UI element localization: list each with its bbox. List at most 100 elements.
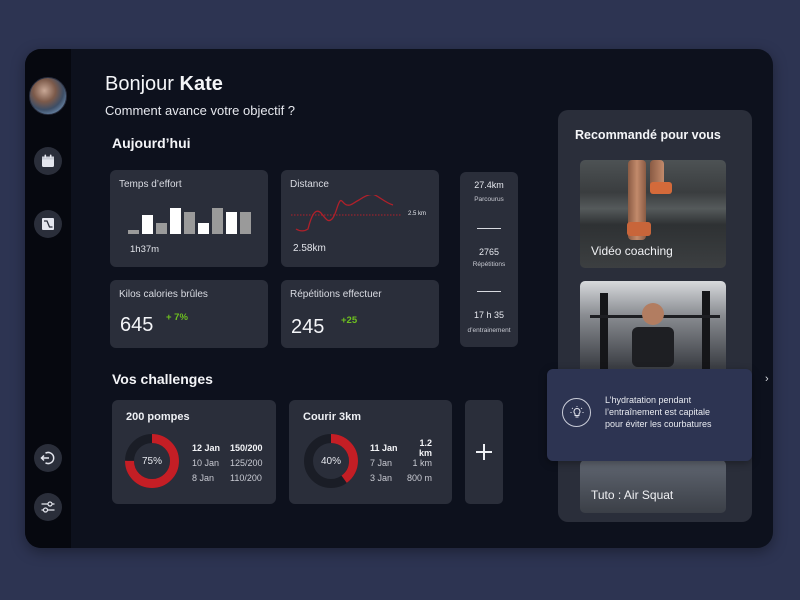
challenge-progress-donut: 40%	[303, 433, 359, 489]
effort-bar	[240, 212, 251, 234]
summary-distance-value: 27.4km	[474, 180, 504, 190]
challenge-history: 11 Jan 1.2 km 7 Jan 1 km 3 Jan 800 m	[370, 437, 432, 485]
history-date: 8 Jan	[192, 472, 215, 483]
challenge-percent: 40%	[320, 455, 341, 467]
challenge-history: 12 Jan 150/200 10 Jan 125/200 8 Jan 110/200	[192, 440, 263, 485]
distance-label: Distance	[290, 179, 329, 190]
runner-leg-image	[628, 160, 646, 240]
logout-icon	[40, 451, 55, 465]
summary-distance-label: Parcourus	[474, 196, 504, 203]
reps-value: 245	[291, 316, 325, 338]
shoe-image	[650, 182, 672, 194]
history-value: 125/200	[230, 457, 263, 468]
calories-card[interactable]: Kilos calories brûles 645 + 7%	[110, 280, 268, 348]
sliders-icon	[41, 501, 55, 513]
air-squat-card[interactable]: Tuto : Air Squat	[580, 460, 726, 513]
challenge-card[interactable]: Courir 3km 40% 11 Jan 1.2 km 7 Jan 1 km 3 …	[289, 400, 452, 504]
challenge-percent: 75%	[141, 455, 162, 467]
stats-button[interactable]	[34, 210, 62, 238]
calories-delta: + 7%	[166, 312, 188, 323]
effort-bar	[170, 208, 181, 234]
history-row: 10 Jan 125/200	[192, 455, 263, 470]
summary-card: 27.4km Parcourus 2765 Répétitions 17 h 3…	[460, 172, 518, 347]
history-date: 3 Jan	[370, 472, 393, 483]
athlete-body-image	[632, 327, 674, 367]
dashboard-window: Bonjour Kate Comment avance votre object…	[25, 49, 773, 548]
effort-value: 1h37m	[130, 244, 160, 255]
challenge-title: 200 pompes	[126, 411, 190, 423]
history-row: 8 Jan 110/200	[192, 470, 263, 485]
effort-bar	[184, 212, 195, 234]
effort-bar	[212, 208, 223, 234]
tip-text: L’hydratation pendant l’entraînement est…	[605, 394, 745, 430]
distance-goal-label: 2.5 km	[408, 211, 427, 217]
summary-divider	[477, 291, 501, 292]
distance-value: 2.58km	[293, 243, 326, 254]
logout-button[interactable]	[34, 444, 62, 472]
calories-value: 645	[120, 314, 154, 336]
tip-line: L’hydratation pendant	[605, 395, 692, 405]
summary-divider	[477, 228, 501, 229]
effort-bar-chart	[128, 206, 251, 234]
calendar-button[interactable]	[34, 147, 62, 175]
video-coaching-card[interactable]: Vidéo coaching	[580, 160, 726, 268]
history-row: 3 Jan 800 m	[370, 470, 432, 485]
athlete-head-image	[642, 303, 664, 325]
effort-bar	[142, 215, 153, 234]
history-date: 11 Jan	[370, 442, 398, 453]
history-row: 12 Jan 150/200	[192, 440, 263, 455]
challenges-title: Vos challenges	[112, 371, 213, 387]
history-value: 1.2 km	[418, 437, 432, 458]
effort-bar	[128, 230, 139, 234]
tip-line: pour éviter les courbatures	[605, 419, 712, 429]
summary-reps-label: Répétitions	[472, 261, 506, 268]
distance-line-chart	[291, 195, 401, 232]
distance-card[interactable]: Distance 2.5 km 2.58km	[281, 170, 439, 267]
chart-step-icon	[42, 218, 54, 230]
effort-bar	[198, 223, 209, 234]
challenge-card[interactable]: 200 pompes 75% 12 Jan 150/200 10 Jan 125/2…	[112, 400, 276, 504]
challenge-title: Courir 3km	[303, 411, 362, 423]
lightbulb-icon	[570, 405, 583, 417]
summary-time-value: 17 h 35	[473, 310, 505, 320]
reps-label: Répétitions effectuer	[290, 289, 382, 300]
tip-line: l’entraînement est capitale	[605, 407, 711, 417]
settings-button[interactable]	[34, 493, 62, 521]
history-row: 11 Jan 1.2 km	[370, 437, 432, 458]
rack-image	[702, 291, 710, 371]
add-challenge-button[interactable]	[465, 400, 503, 504]
user-name: Kate	[179, 73, 223, 95]
calendar-icon	[42, 154, 54, 167]
sidebar	[25, 49, 71, 548]
reps-delta: +25	[341, 315, 358, 326]
calories-label: Kilos calories brûles	[119, 289, 208, 300]
history-value: 1 km	[412, 457, 432, 468]
hydration-tip-toast: L’hydratation pendant l’entraînement est…	[547, 369, 752, 461]
subtitle: Comment avance votre objectif ?	[105, 103, 296, 118]
thumb-label: Vidéo coaching	[591, 244, 673, 258]
effort-bar	[156, 223, 167, 234]
thumb-label: Tuto : Air Squat	[591, 488, 674, 502]
today-title: Aujourd’hui	[112, 135, 191, 151]
effort-label: Temps d’effort	[119, 179, 182, 190]
reps-card[interactable]: Répétitions effectuer 245 +25	[281, 280, 439, 348]
shoe-image	[627, 222, 651, 236]
history-value: 110/200	[230, 472, 262, 483]
lightbulb-icon-circle	[562, 398, 591, 427]
history-row: 7 Jan 1 km	[370, 455, 432, 470]
challenge-progress-donut: 75%	[124, 433, 180, 489]
effort-bar	[226, 212, 237, 234]
recommended-panel: Recommandé pour vous Vidéo coaching Tuto…	[558, 110, 752, 522]
summary-reps-value: 2765	[478, 247, 500, 257]
avatar[interactable]	[29, 77, 67, 115]
history-date: 7 Jan	[370, 457, 393, 468]
summary-time-label: d’entrainement	[467, 327, 511, 334]
effort-card[interactable]: Temps d’effort 1h37m	[110, 170, 268, 267]
history-date: 12 Jan	[192, 442, 221, 453]
chevron-right-icon[interactable]: ›	[765, 373, 769, 385]
history-value: 150/200	[230, 442, 263, 453]
recommended-title: Recommandé pour vous	[575, 128, 721, 142]
history-value: 800 m	[406, 472, 432, 483]
history-date: 10 Jan	[192, 457, 220, 468]
rack-image	[600, 293, 608, 373]
